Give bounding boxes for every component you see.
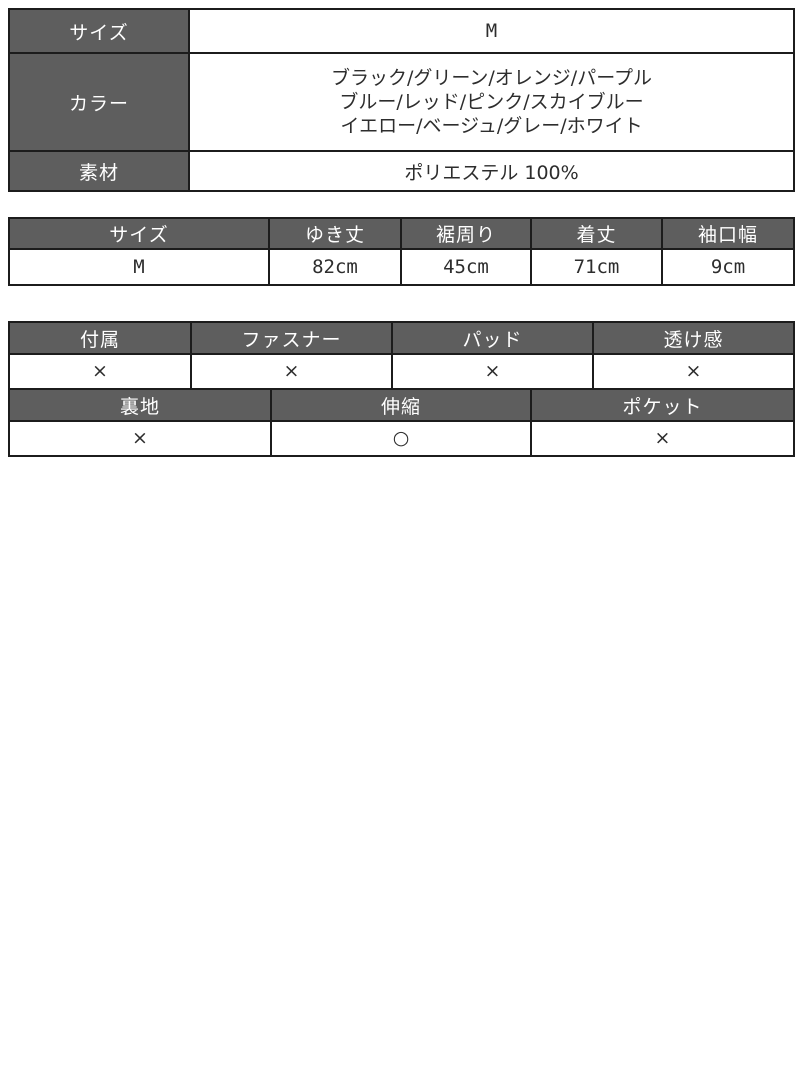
spec-row-size: サイズ M — [8, 8, 795, 54]
color-line-3: イエロー/ベージュ/グレー/ホワイト — [340, 115, 643, 137]
color-line-2: ブルー/レッド/ピンク/スカイブルー — [339, 91, 644, 113]
product-spec-page: サイズ M カラー ブラック/グリーン/オレンジ/パープル ブルー/レッド/ピン… — [0, 0, 800, 457]
feature-value-pocket: × — [530, 420, 795, 457]
feature-header-stretch: 伸縮 — [270, 388, 532, 422]
measure-header-cuff-width: 袖口幅 — [661, 217, 795, 250]
features-table-bottom: 裏地 伸縮 ポケット × ○ × — [8, 388, 795, 457]
feature-value-stretch: ○ — [270, 420, 532, 457]
spec-label-size: サイズ — [8, 8, 190, 54]
measurements-value-row: M 82cm 45cm 71cm 9cm — [8, 248, 795, 286]
feature-value-lining: × — [8, 420, 272, 457]
spec-label-material: 素材 — [8, 150, 190, 192]
product-spec-table: サイズ M カラー ブラック/グリーン/オレンジ/パープル ブルー/レッド/ピン… — [8, 8, 795, 192]
spec-value-size: M — [188, 8, 795, 54]
feature-value-pad: × — [391, 353, 594, 390]
measure-header-hem: 裾周り — [400, 217, 532, 250]
spec-label-color: カラー — [8, 52, 190, 152]
measurements-header-row: サイズ ゆき丈 裾周り 着丈 袖口幅 — [8, 217, 795, 250]
feature-header-lining: 裏地 — [8, 388, 272, 422]
features-bottom-header-row: 裏地 伸縮 ポケット — [8, 388, 795, 422]
feature-header-pocket: ポケット — [530, 388, 795, 422]
feature-header-accessory: 付属 — [8, 321, 192, 355]
measure-value-sleeve-length: 82cm — [268, 248, 402, 286]
measure-value-hem: 45cm — [400, 248, 532, 286]
spec-row-color: カラー ブラック/グリーン/オレンジ/パープル ブルー/レッド/ピンク/スカイブ… — [8, 52, 795, 152]
measure-value-cuff-width: 9cm — [661, 248, 795, 286]
features-table-top: 付属 ファスナー パッド 透け感 × × × × — [8, 321, 795, 390]
features-top-header-row: 付属 ファスナー パッド 透け感 — [8, 321, 795, 355]
spec-row-material: 素材 ポリエステル 100% — [8, 150, 795, 192]
features-top-value-row: × × × × — [8, 353, 795, 390]
measurements-table: サイズ ゆき丈 裾周り 着丈 袖口幅 M 82cm 45cm 71cm 9cm — [8, 217, 795, 286]
feature-header-pad: パッド — [391, 321, 594, 355]
feature-header-sheerness: 透け感 — [592, 321, 795, 355]
measure-header-body-length: 着丈 — [530, 217, 663, 250]
measure-value-body-length: 71cm — [530, 248, 663, 286]
feature-value-zipper: × — [190, 353, 393, 390]
measure-value-size: M — [8, 248, 270, 286]
feature-value-sheerness: × — [592, 353, 795, 390]
spec-value-color: ブラック/グリーン/オレンジ/パープル ブルー/レッド/ピンク/スカイブルー イ… — [188, 52, 795, 152]
feature-header-zipper: ファスナー — [190, 321, 393, 355]
measure-header-sleeve-length: ゆき丈 — [268, 217, 402, 250]
measure-header-size: サイズ — [8, 217, 270, 250]
spec-value-material: ポリエステル 100% — [188, 150, 795, 192]
features-bottom-value-row: × ○ × — [8, 420, 795, 457]
color-line-1: ブラック/グリーン/オレンジ/パープル — [330, 67, 653, 89]
feature-value-accessory: × — [8, 353, 192, 390]
